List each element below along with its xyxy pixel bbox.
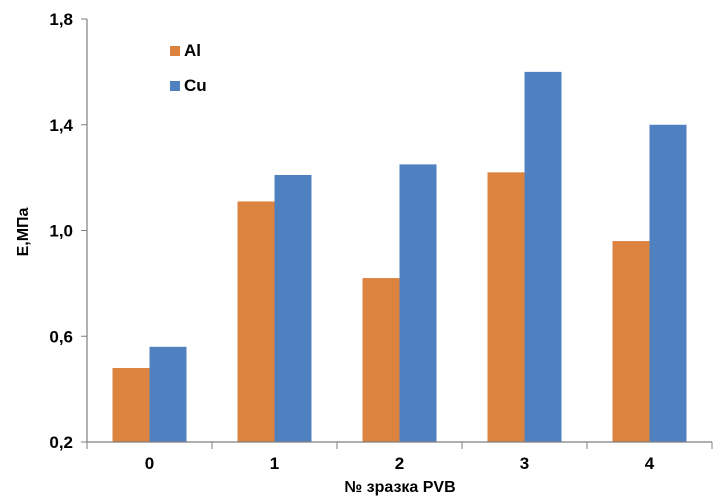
bar-al-1 bbox=[237, 201, 275, 442]
y-ticks-group: 0,2 0,6 1,0 1,4 1,8 bbox=[49, 10, 87, 452]
bar-al-2 bbox=[362, 278, 400, 442]
legend-swatch-cu bbox=[170, 81, 180, 91]
bar-al-3 bbox=[487, 172, 525, 442]
x-ticks-group: 0 1 2 3 4 bbox=[86, 442, 713, 473]
legend: Al Cu bbox=[170, 41, 207, 95]
x-axis-title: № зразка PVB bbox=[344, 479, 455, 496]
bar-cu-2 bbox=[399, 164, 437, 442]
y-tick-label: 1,8 bbox=[49, 10, 73, 29]
x-tick-label: 2 bbox=[395, 454, 404, 473]
y-tick-label: 1,0 bbox=[49, 222, 73, 241]
x-tick-label: 1 bbox=[270, 454, 279, 473]
bars-group bbox=[112, 71, 687, 442]
bar-cu-1 bbox=[274, 174, 312, 442]
legend-label-al: Al bbox=[184, 41, 201, 60]
bar-cu-0 bbox=[149, 346, 187, 442]
x-tick-label: 3 bbox=[520, 454, 529, 473]
x-tick-label: 0 bbox=[145, 454, 154, 473]
bar-cu-3 bbox=[524, 71, 562, 442]
y-tick-label: 0,2 bbox=[49, 433, 73, 452]
legend-label-cu: Cu bbox=[184, 76, 207, 95]
y-axis-title: E,МПа bbox=[15, 207, 32, 256]
bar-al-0 bbox=[112, 367, 150, 442]
x-tick-label: 4 bbox=[645, 454, 655, 473]
bar-al-4 bbox=[612, 241, 650, 442]
legend-swatch-al bbox=[170, 46, 180, 56]
bar-cu-4 bbox=[649, 124, 687, 442]
y-tick-label: 0,6 bbox=[49, 327, 73, 346]
y-tick-label: 1,4 bbox=[49, 116, 73, 135]
